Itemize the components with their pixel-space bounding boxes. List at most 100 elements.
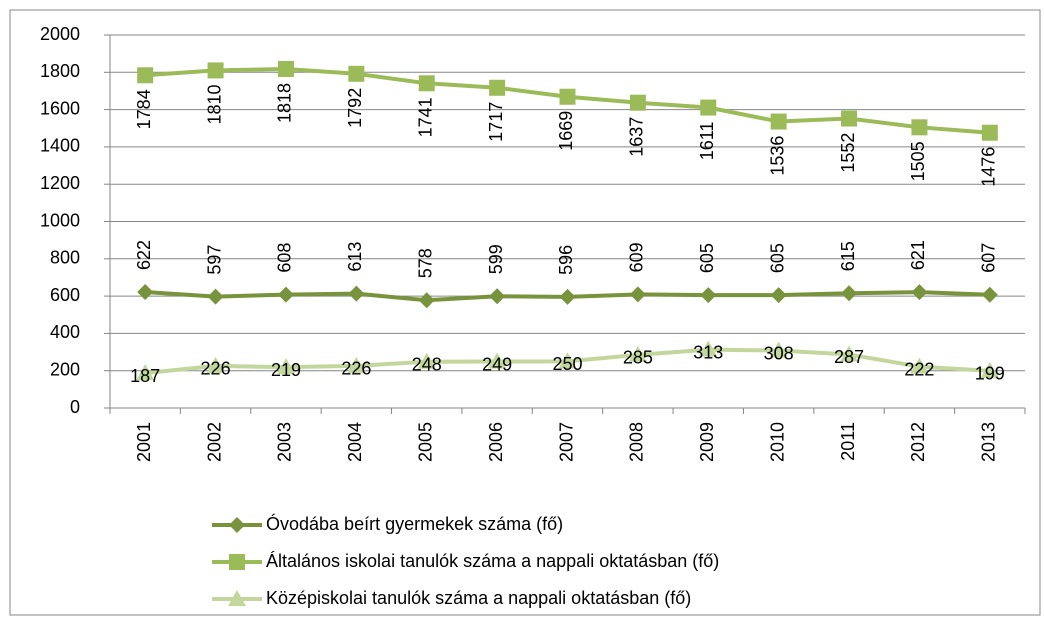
marker: [699, 340, 718, 357]
marker: [980, 361, 999, 378]
marker: [910, 357, 929, 374]
data-label: 226: [341, 359, 371, 379]
marker: [700, 99, 717, 116]
marker: [277, 286, 294, 303]
data-label: 1536: [767, 136, 787, 176]
marker: [559, 88, 576, 105]
x-tick-label: 2003: [275, 422, 295, 462]
marker: [488, 352, 507, 369]
x-tick-label: 2009: [697, 422, 717, 462]
data-label: 308: [764, 343, 794, 363]
data-label: 1717: [486, 102, 506, 142]
y-tick-label: 1200: [40, 173, 80, 193]
data-label: 1792: [345, 88, 365, 128]
marker: [229, 554, 245, 570]
marker: [911, 119, 928, 136]
data-label: 621: [908, 240, 928, 270]
y-tick-label: 1400: [40, 136, 80, 156]
x-tick-label: 2012: [908, 422, 928, 462]
marker: [841, 110, 858, 127]
data-label: 1637: [627, 117, 647, 157]
marker: [840, 345, 859, 362]
marker: [558, 352, 577, 369]
y-tick-label: 600: [50, 285, 80, 305]
data-label: 597: [204, 245, 224, 275]
y-tick-label: 2000: [40, 24, 80, 44]
y-tick-label: 800: [50, 248, 80, 268]
marker: [348, 65, 365, 82]
marker: [700, 287, 717, 304]
data-label: 1810: [204, 84, 224, 124]
marker: [229, 517, 245, 533]
data-label: 1552: [838, 133, 858, 173]
y-tick-label: 1800: [40, 61, 80, 81]
y-tick-label: 200: [50, 359, 80, 379]
data-label: 615: [838, 241, 858, 271]
data-label: 1476: [979, 147, 999, 187]
y-tick-label: 0: [70, 397, 80, 417]
y-tick-label: 400: [50, 322, 80, 342]
marker: [841, 285, 858, 302]
data-label: 607: [979, 243, 999, 273]
x-tick-label: 2004: [345, 422, 365, 462]
marker: [347, 356, 366, 373]
data-label: 596: [556, 245, 576, 275]
data-label: 608: [275, 243, 295, 273]
y-tick-label: 1000: [40, 210, 80, 230]
x-tick-label: 2002: [204, 422, 224, 462]
data-label: 1784: [134, 89, 154, 129]
marker: [770, 113, 787, 130]
marker: [489, 288, 506, 305]
marker: [206, 356, 225, 373]
marker: [769, 341, 788, 358]
legend-label: Óvodába beírt gyermekek száma (fő): [266, 513, 563, 534]
marker: [981, 124, 998, 141]
data-label: 609: [627, 242, 647, 272]
data-label: 222: [904, 359, 934, 379]
data-label: 1669: [556, 111, 576, 151]
x-tick-label: 2005: [415, 422, 435, 462]
x-tick-label: 2013: [979, 422, 999, 462]
data-label: 226: [201, 359, 231, 379]
marker: [207, 288, 224, 305]
marker: [277, 60, 294, 77]
marker: [629, 286, 646, 303]
data-label: 1741: [415, 97, 435, 137]
marker: [418, 75, 435, 92]
legend-label: Általános iskolai tanulók száma a nappal…: [266, 551, 719, 571]
data-label: 248: [412, 354, 442, 374]
chart-frame: [9, 9, 1041, 616]
marker: [207, 62, 224, 79]
data-label: 313: [693, 342, 723, 362]
x-tick-label: 2006: [486, 422, 506, 462]
data-label: 219: [271, 360, 301, 380]
legend-label: Középiskolai tanulók száma a nappali okt…: [266, 588, 691, 608]
data-label: 1505: [908, 141, 928, 181]
data-label: 599: [486, 244, 506, 274]
x-tick-label: 2008: [627, 422, 647, 462]
data-label: 622: [134, 240, 154, 270]
data-label: 285: [623, 348, 653, 368]
marker: [228, 590, 246, 606]
marker: [628, 345, 647, 362]
data-label: 249: [482, 354, 512, 374]
marker: [137, 283, 154, 300]
data-label: 1611: [697, 122, 717, 161]
data-label: 605: [767, 243, 787, 273]
x-tick-label: 2007: [556, 422, 576, 462]
data-label: 187: [130, 366, 160, 386]
data-label: 1818: [275, 83, 295, 123]
marker: [417, 352, 436, 369]
data-label: 250: [552, 354, 582, 374]
data-label: 287: [834, 347, 864, 367]
marker: [276, 358, 295, 375]
x-tick-label: 2001: [134, 422, 154, 462]
data-label: 199: [975, 364, 1005, 384]
marker: [981, 286, 998, 303]
marker: [489, 79, 506, 96]
marker: [911, 284, 928, 301]
marker: [770, 287, 787, 304]
data-label: 613: [345, 242, 365, 272]
x-tick-label: 2010: [767, 422, 787, 462]
